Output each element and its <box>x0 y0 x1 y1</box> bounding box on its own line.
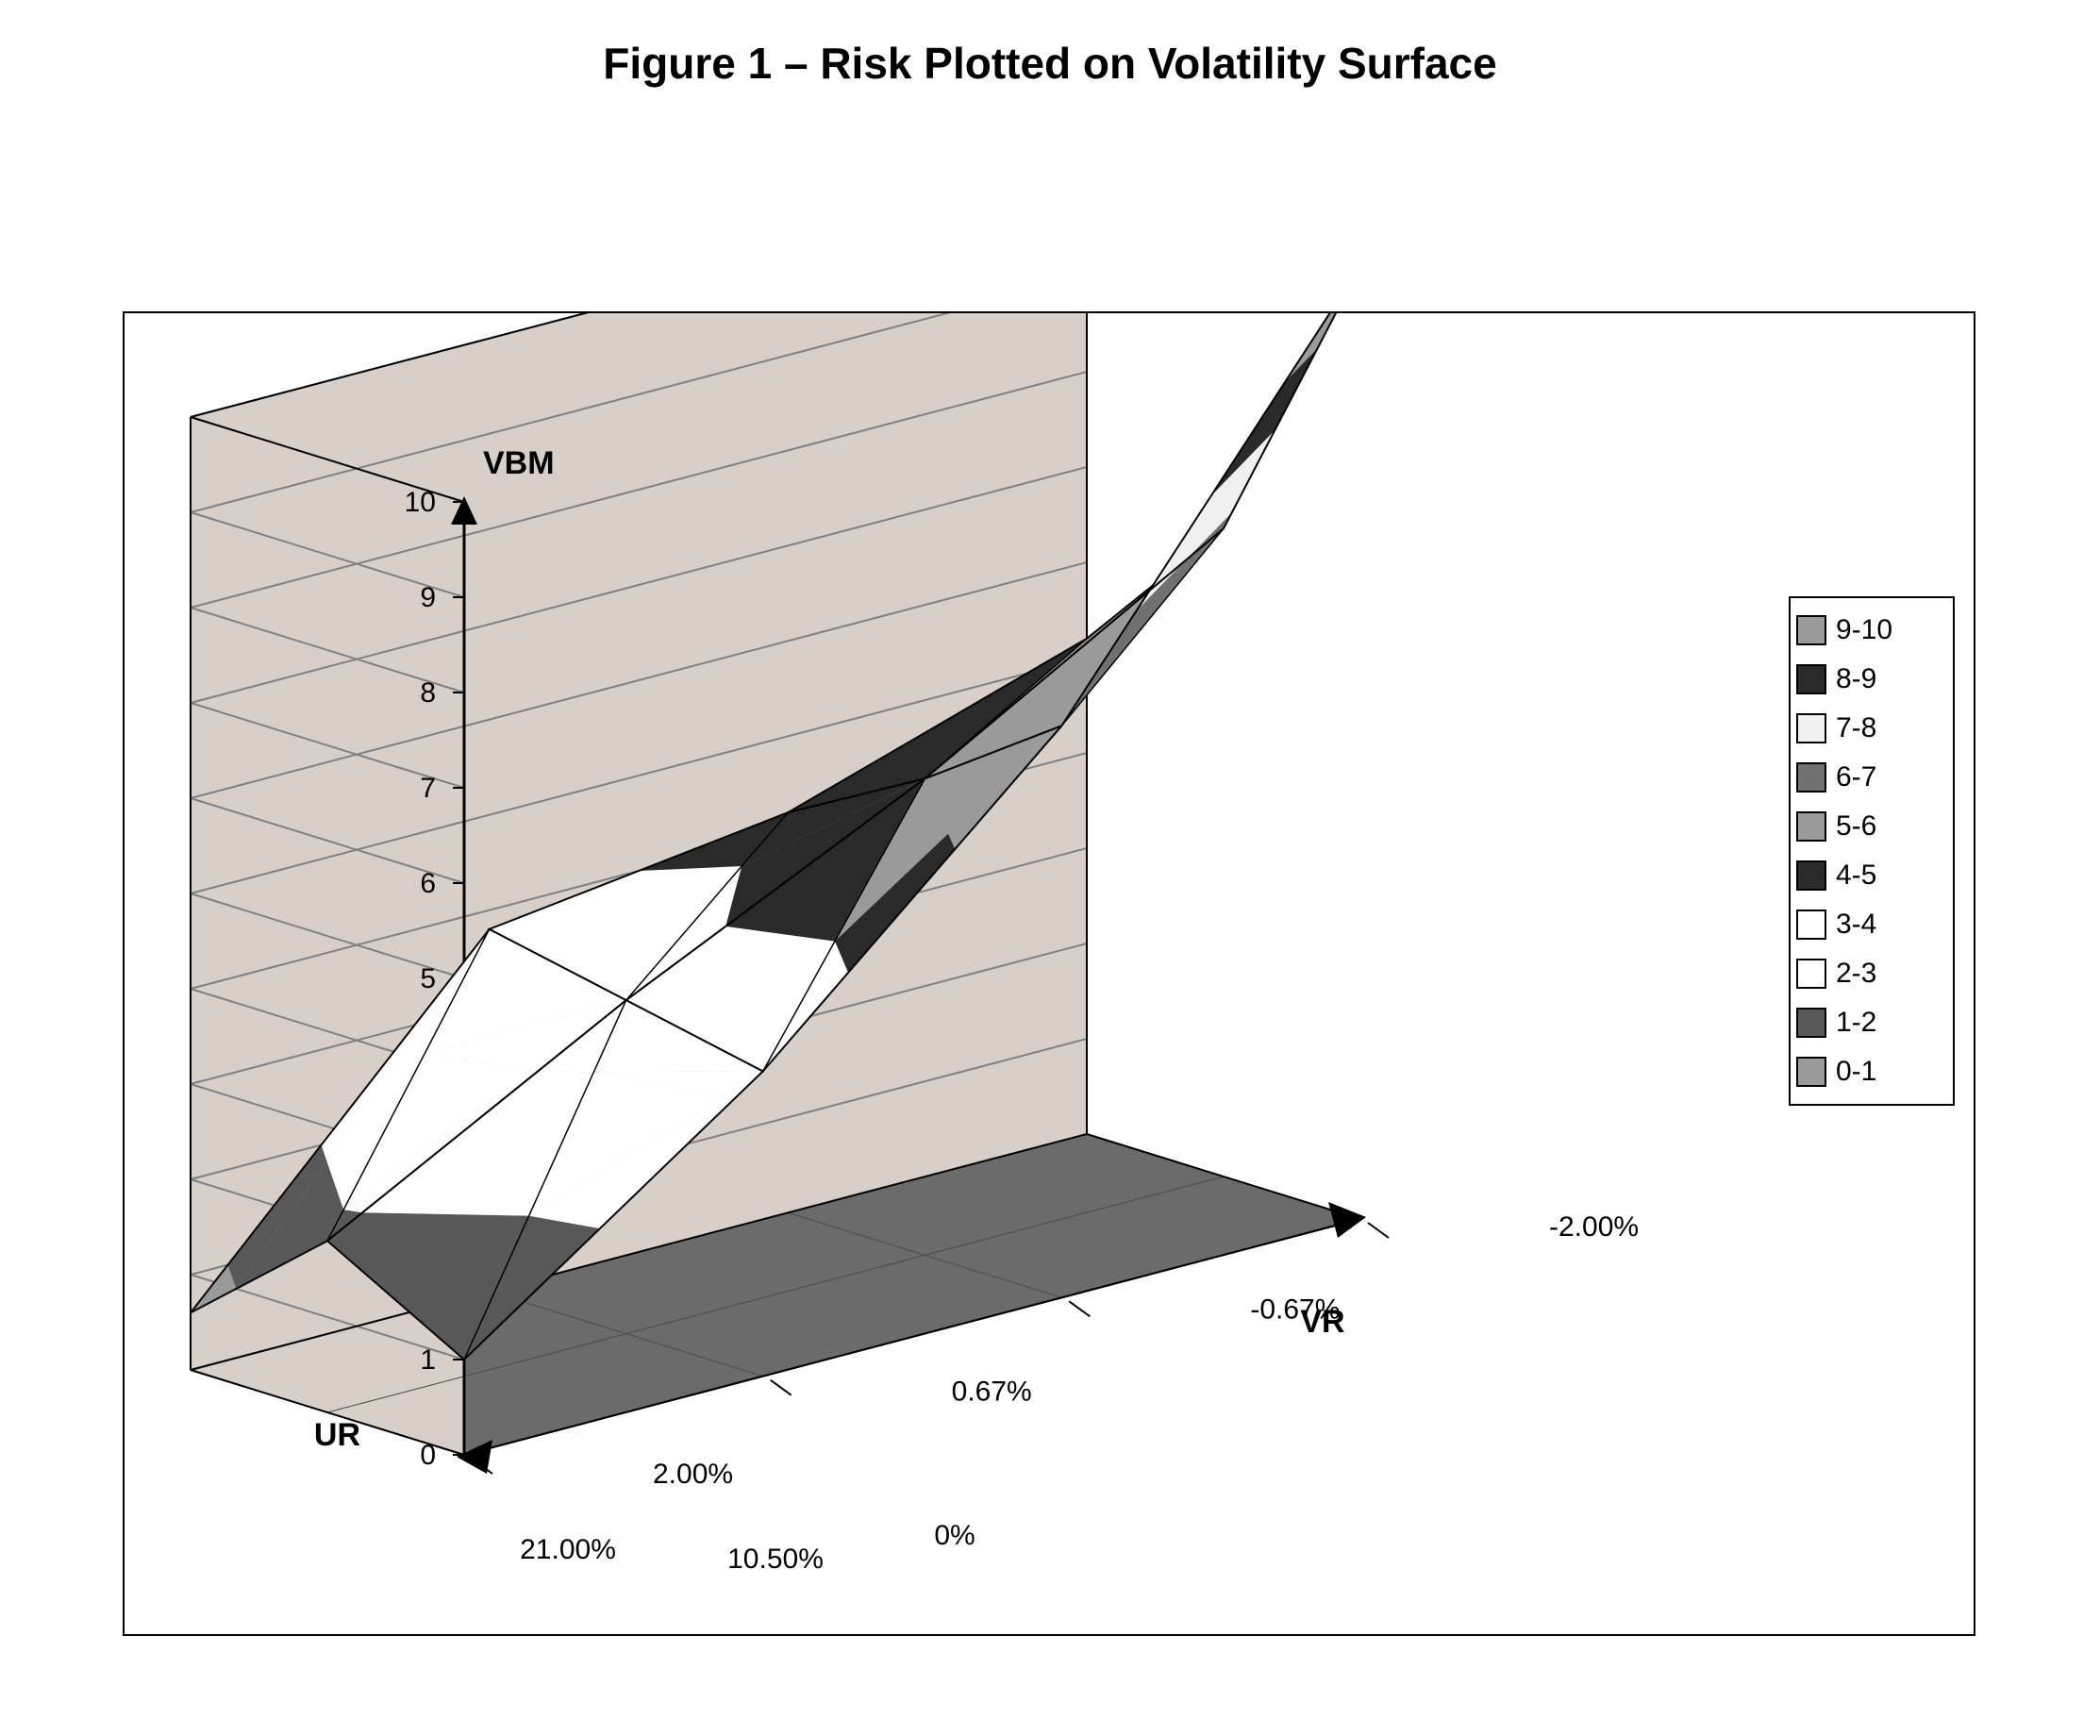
legend-label: 3-4 <box>1836 909 1876 941</box>
legend-item: 1-2 <box>1796 998 1947 1047</box>
legend-swatch <box>1796 615 1826 645</box>
legend-swatch <box>1796 762 1826 793</box>
legend-swatch <box>1796 811 1826 842</box>
legend-swatch <box>1796 1057 1826 1087</box>
legend: 9-10 8-9 7-8 6-7 5-6 4-5 3-4 2-3 1-2 0-1 <box>1789 596 1955 1106</box>
svg-text:0.67%: 0.67% <box>952 1377 1032 1408</box>
legend-item: 6-7 <box>1796 753 1947 802</box>
legend-label: 2-3 <box>1836 958 1876 990</box>
legend-swatch <box>1796 959 1826 989</box>
svg-text:5: 5 <box>420 963 436 994</box>
svg-text:2.00%: 2.00% <box>653 1459 733 1490</box>
svg-text:7: 7 <box>420 773 436 804</box>
legend-swatch <box>1796 664 1826 694</box>
svg-text:6: 6 <box>420 868 436 899</box>
legend-label: 6-7 <box>1836 761 1876 793</box>
legend-swatch <box>1796 713 1826 743</box>
legend-item: 7-8 <box>1796 704 1947 753</box>
page: Figure 1 – Risk Plotted on Volatility Su… <box>0 0 2100 1736</box>
legend-item: 3-4 <box>1796 900 1947 949</box>
legend-label: 7-8 <box>1836 712 1876 744</box>
legend-swatch <box>1796 910 1826 940</box>
svg-text:-2.00%: -2.00% <box>1549 1211 1639 1243</box>
legend-item: 5-6 <box>1796 802 1947 851</box>
svg-text:10: 10 <box>405 487 436 518</box>
figure-title: Figure 1 – Risk Plotted on Volatility Su… <box>0 38 2100 89</box>
legend-label: 8-9 <box>1836 663 1876 695</box>
legend-item: 2-3 <box>1796 949 1947 998</box>
svg-text:UR: UR <box>314 1417 360 1453</box>
legend-item: 8-9 <box>1796 655 1947 704</box>
legend-swatch <box>1796 1008 1826 1038</box>
svg-text:1: 1 <box>420 1344 436 1376</box>
legend-item: 4-5 <box>1796 851 1947 900</box>
surface-chart: VBMUR01234567891021.00%10.50%0%2.00%0.67… <box>125 313 1974 1634</box>
legend-label: 5-6 <box>1836 810 1876 843</box>
legend-label: 0-1 <box>1836 1056 1876 1088</box>
legend-swatch <box>1796 860 1826 891</box>
svg-text:21.00%: 21.00% <box>520 1534 616 1565</box>
legend-label: 9-10 <box>1836 614 1892 646</box>
svg-text:10.50%: 10.50% <box>727 1544 824 1575</box>
chart-frame: VBMUR01234567891021.00%10.50%0%2.00%0.67… <box>123 311 1975 1636</box>
svg-text:9: 9 <box>420 582 436 613</box>
svg-text:0: 0 <box>420 1440 436 1471</box>
legend-label: 1-2 <box>1836 1007 1876 1039</box>
svg-text:VR: VR <box>1300 1304 1344 1340</box>
svg-text:8: 8 <box>420 677 436 709</box>
legend-item: 9-10 <box>1796 606 1947 655</box>
svg-text:0%: 0% <box>934 1520 975 1551</box>
legend-item: 0-1 <box>1796 1047 1947 1096</box>
legend-label: 4-5 <box>1836 860 1876 892</box>
svg-text:VBM: VBM <box>483 445 555 481</box>
